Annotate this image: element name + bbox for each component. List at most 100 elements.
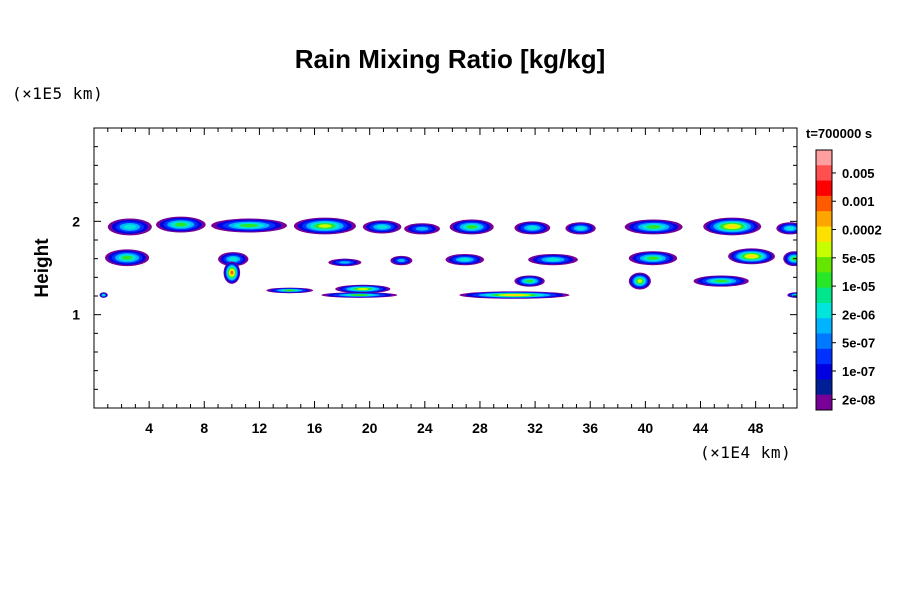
rain-cell bbox=[776, 222, 797, 235]
y-axis: 12 bbox=[72, 146, 797, 390]
colorbar-swatch bbox=[816, 348, 832, 365]
colorbar-swatch bbox=[816, 302, 832, 319]
rain-contour bbox=[637, 279, 643, 283]
colorbar-label: 1e-07 bbox=[842, 364, 875, 379]
y-axis-title: Height bbox=[32, 238, 53, 298]
rain-cell bbox=[293, 217, 356, 235]
x-axis: 4 8 12 16 20 24 28 32 36 40 44 48 bbox=[107, 128, 784, 436]
rain-cell bbox=[783, 251, 797, 267]
rain-contour bbox=[102, 294, 105, 297]
colorbar-label: 2e-08 bbox=[842, 392, 875, 407]
rain-cell bbox=[266, 287, 314, 294]
x-axis-unit-label: (×1E4 km) bbox=[700, 443, 792, 462]
rain-contour bbox=[747, 254, 756, 258]
rain-cell bbox=[565, 222, 596, 235]
colorbar-frame bbox=[815, 149, 833, 411]
rain-cell bbox=[628, 251, 678, 266]
colorbar-legend: 0.005 0.001 0.0002 5e-05 1e-05 2e-06 5e-07 1e-0… bbox=[815, 149, 882, 411]
rain-cell bbox=[156, 216, 206, 233]
rain-contour bbox=[415, 226, 429, 231]
rain-contour bbox=[230, 270, 234, 275]
x-tick-label: 44 bbox=[693, 420, 709, 436]
y-tick-label: 1 bbox=[72, 307, 80, 323]
rain-cell bbox=[107, 218, 152, 236]
rain-contour bbox=[228, 257, 238, 262]
colorbar-swatch bbox=[816, 226, 832, 243]
rain-cell bbox=[105, 249, 150, 267]
rain-contour bbox=[459, 258, 471, 262]
colorbar-label: 1e-05 bbox=[842, 279, 875, 294]
y-axis-unit-label: (×1E5 km) bbox=[12, 84, 104, 103]
rain-cell bbox=[703, 217, 762, 236]
rain-contour bbox=[646, 225, 661, 229]
rain-cell bbox=[223, 261, 241, 284]
colorbar-label: 2e-06 bbox=[842, 307, 875, 322]
rain-contour bbox=[786, 226, 795, 231]
colorbar-swatch bbox=[816, 394, 832, 411]
rain-contour bbox=[239, 223, 259, 228]
chart-title: Rain Mixing Ratio [kg/kg] bbox=[294, 44, 606, 74]
colorbar-label: 0.005 bbox=[842, 166, 875, 181]
colorbar-swatch bbox=[816, 318, 832, 334]
rain-contour bbox=[714, 279, 728, 283]
x-tick-label: 36 bbox=[582, 420, 598, 436]
rain-contour bbox=[318, 224, 332, 228]
colorbar-label: 5e-07 bbox=[842, 336, 875, 351]
rain-cell bbox=[449, 219, 494, 235]
rain-contour bbox=[284, 289, 296, 292]
colorbar-swatch bbox=[816, 211, 832, 227]
colorbar-swatch bbox=[816, 272, 832, 289]
rain-contour bbox=[576, 226, 585, 231]
rain-contour bbox=[466, 225, 478, 229]
colorbar-swatch bbox=[816, 257, 832, 273]
rain-cell bbox=[390, 255, 413, 266]
rain-cell bbox=[528, 254, 578, 266]
rain-cell bbox=[693, 275, 749, 287]
x-tick-label: 28 bbox=[472, 420, 488, 436]
rain-cell bbox=[445, 254, 485, 266]
rain-contour bbox=[726, 224, 738, 229]
colorbar-label: 0.0002 bbox=[842, 223, 882, 238]
colorbar-swatch bbox=[816, 165, 832, 181]
rain-contour bbox=[356, 288, 369, 290]
rain-cell bbox=[99, 292, 108, 298]
rain-cell bbox=[459, 291, 570, 299]
colorbar-swatch bbox=[816, 287, 832, 304]
colorbar-swatch bbox=[816, 195, 832, 212]
x-tick-label: 24 bbox=[417, 420, 433, 436]
rain-contour bbox=[525, 279, 534, 283]
rain-cell bbox=[328, 258, 362, 267]
rain-cell bbox=[218, 252, 249, 267]
rain-cell bbox=[514, 221, 551, 235]
rain-cell bbox=[362, 220, 402, 234]
rain-cell bbox=[728, 248, 775, 265]
rain-cell bbox=[628, 272, 651, 290]
rain-cell bbox=[787, 292, 797, 298]
y-tick-label: 2 bbox=[72, 213, 80, 229]
rain-cell bbox=[624, 219, 683, 235]
rain-cell bbox=[321, 292, 398, 298]
rain-contour bbox=[376, 225, 388, 229]
colorbar-label: 5e-05 bbox=[842, 251, 875, 266]
colorbar-swatch bbox=[816, 379, 832, 396]
colorbar-swatch bbox=[816, 180, 832, 197]
rain-contour bbox=[527, 226, 538, 230]
rain-contour bbox=[504, 294, 525, 297]
colorbar-swatch bbox=[816, 364, 832, 380]
x-tick-label: 48 bbox=[748, 420, 764, 436]
rain-field bbox=[99, 216, 797, 299]
x-tick-label: 40 bbox=[638, 420, 654, 436]
x-tick-label: 20 bbox=[362, 420, 378, 436]
rain-contour bbox=[174, 222, 187, 227]
rain-contour bbox=[397, 258, 406, 263]
plot-frame bbox=[93, 127, 798, 409]
colorbar-swatch bbox=[816, 241, 832, 258]
rain-contour bbox=[350, 294, 369, 297]
rain-contour bbox=[339, 261, 351, 264]
colorbar-label: 0.001 bbox=[842, 194, 875, 209]
colorbar-swatch bbox=[816, 333, 832, 350]
rain-cell bbox=[211, 218, 287, 233]
colorbar-swatch bbox=[816, 150, 832, 166]
x-tick-label: 8 bbox=[200, 420, 208, 436]
